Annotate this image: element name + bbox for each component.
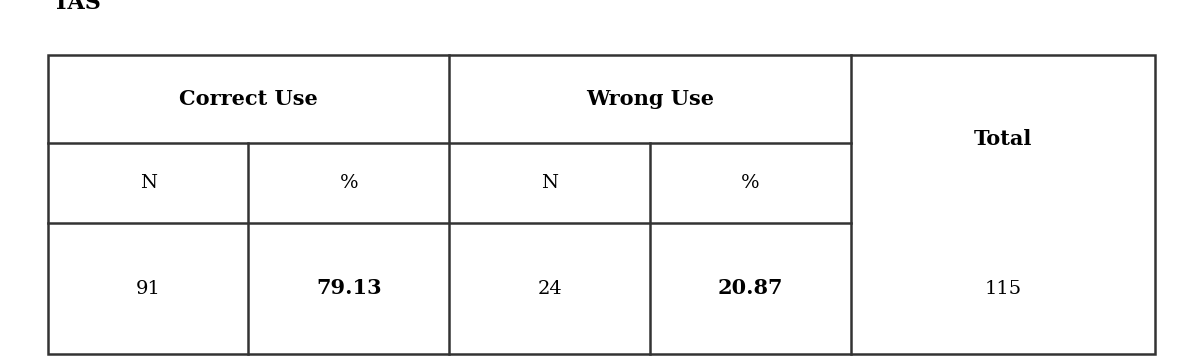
Text: TAS: TAS bbox=[52, 0, 101, 14]
Text: 20.87: 20.87 bbox=[718, 279, 784, 298]
Text: Total: Total bbox=[974, 129, 1033, 149]
Text: Wrong Use: Wrong Use bbox=[586, 89, 715, 109]
Text: %: % bbox=[339, 174, 358, 192]
Text: Correct Use: Correct Use bbox=[179, 89, 318, 109]
Text: 91: 91 bbox=[136, 280, 161, 298]
Text: N: N bbox=[541, 174, 559, 192]
Text: %: % bbox=[741, 174, 760, 192]
Bar bbox=[48, 55, 1155, 354]
Text: 24: 24 bbox=[537, 280, 562, 298]
Text: N: N bbox=[139, 174, 156, 192]
Text: 79.13: 79.13 bbox=[316, 279, 381, 298]
Text: 115: 115 bbox=[985, 280, 1022, 298]
